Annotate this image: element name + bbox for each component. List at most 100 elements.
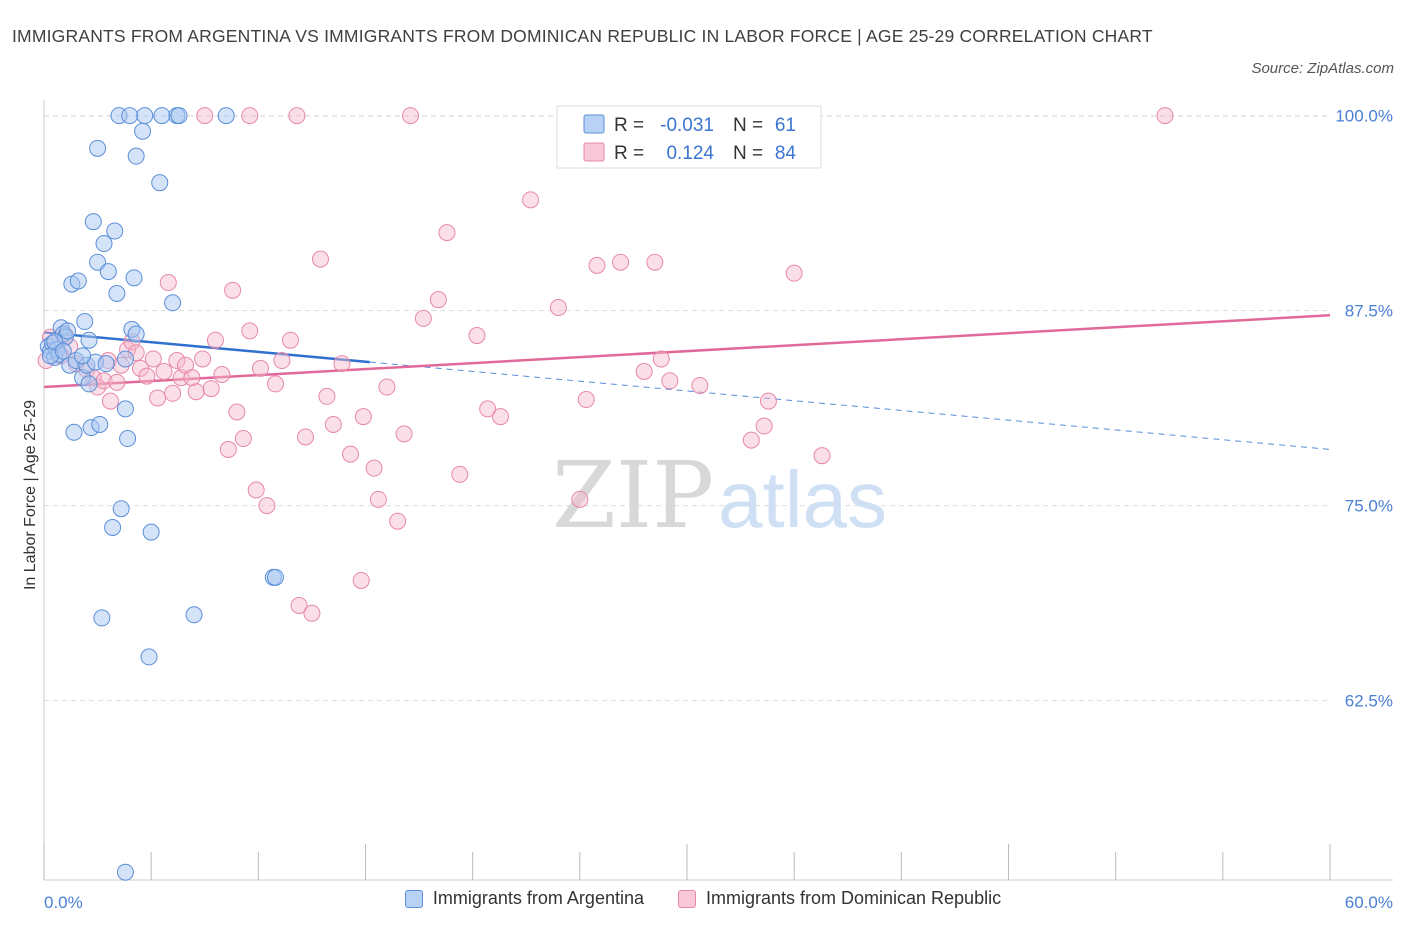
stat-r-label-dominican: R = xyxy=(614,143,644,164)
point-dominican xyxy=(468,327,486,345)
point-dominican xyxy=(352,571,370,589)
point-dominican xyxy=(661,372,679,390)
trend-lines xyxy=(43,314,1331,450)
point-argentina xyxy=(116,350,134,368)
watermark-zip: ZIP xyxy=(552,442,714,549)
point-argentina xyxy=(116,400,134,418)
point-dominican xyxy=(258,497,276,515)
axes xyxy=(43,100,1393,881)
legend-swatch-dominican xyxy=(583,142,605,162)
point-dominican xyxy=(402,107,420,125)
point-dominican xyxy=(414,309,432,327)
bottom-legend-swatch-dominican xyxy=(677,889,696,908)
point-dominican xyxy=(213,366,231,384)
point-argentina xyxy=(127,147,145,165)
stat-n-value-dominican: 84 xyxy=(775,143,797,164)
point-dominican xyxy=(389,512,407,530)
point-argentina xyxy=(80,375,98,393)
y-tick-label: 75.0% xyxy=(1345,497,1393,516)
point-dominican xyxy=(1156,107,1174,125)
point-dominican xyxy=(168,352,186,370)
point-dominican xyxy=(273,352,291,370)
point-argentina xyxy=(116,863,134,881)
point-dominican xyxy=(206,331,224,349)
point-argentina xyxy=(170,107,188,125)
point-dominican xyxy=(378,378,396,396)
point-dominican xyxy=(612,253,630,271)
bottom-legend-label-argentina: Immigrants from Argentina xyxy=(432,888,644,908)
point-argentina xyxy=(89,139,107,157)
trend-dominican xyxy=(43,314,1331,389)
point-argentina xyxy=(59,322,77,340)
watermark: ZIP atlas xyxy=(552,442,887,549)
point-dominican xyxy=(755,417,773,435)
point-dominican xyxy=(318,387,336,405)
point-argentina xyxy=(91,415,109,433)
point-dominican xyxy=(395,425,413,443)
point-dominican xyxy=(813,447,831,465)
point-dominican xyxy=(451,465,469,483)
point-argentina xyxy=(80,331,98,349)
trend-argentina-extension xyxy=(369,361,1331,450)
point-argentina xyxy=(89,253,107,271)
point-argentina xyxy=(140,648,158,666)
point-dominican xyxy=(288,107,306,125)
point-dominican xyxy=(549,298,567,316)
point-argentina xyxy=(134,122,152,140)
point-dominican xyxy=(149,389,167,407)
y-tick-label: 100.0% xyxy=(1335,107,1393,126)
point-dominican xyxy=(365,459,383,477)
point-argentina xyxy=(106,222,124,240)
point-argentina xyxy=(121,107,139,125)
point-dominican xyxy=(429,291,447,309)
point-dominican xyxy=(281,331,299,349)
point-dominican xyxy=(369,490,387,508)
point-dominican xyxy=(234,430,252,448)
point-dominican xyxy=(187,383,205,401)
y-axis-label: In Labor Force | Age 25-29 xyxy=(22,400,39,590)
legend-swatch-argentina xyxy=(583,114,605,134)
stat-n-label-dominican: N = xyxy=(733,143,763,164)
point-argentina xyxy=(99,263,117,281)
point-dominican xyxy=(646,253,664,271)
point-dominican xyxy=(101,392,119,410)
point-argentina xyxy=(127,325,145,343)
point-argentina xyxy=(76,313,94,331)
point-dominican xyxy=(296,428,314,446)
point-dominican xyxy=(333,355,351,373)
point-dominican xyxy=(219,440,237,458)
point-argentina xyxy=(217,107,235,125)
point-argentina xyxy=(112,500,130,518)
chart-title: IMMIGRANTS FROM ARGENTINA VS IMMIGRANTS … xyxy=(12,26,1153,46)
point-dominican xyxy=(577,391,595,409)
point-argentina xyxy=(136,107,154,125)
point-dominican xyxy=(479,400,497,418)
point-dominican xyxy=(247,481,265,499)
point-argentina xyxy=(142,523,160,541)
point-dominican xyxy=(164,384,182,402)
point-dominican xyxy=(266,375,284,393)
point-dominican xyxy=(241,107,259,125)
point-argentina xyxy=(185,606,203,624)
point-dominican xyxy=(251,359,269,377)
trend-argentina xyxy=(43,331,370,364)
point-dominican xyxy=(691,376,709,394)
y-tick-label: 87.5% xyxy=(1345,302,1393,321)
point-dominican xyxy=(635,362,653,380)
point-dominican xyxy=(196,107,214,125)
point-argentina xyxy=(97,355,115,373)
bottom-legend-dominican: Immigrants from Dominican Republic xyxy=(677,888,1002,909)
point-argentina xyxy=(95,235,113,253)
point-dominican xyxy=(522,191,540,209)
point-dominican xyxy=(492,408,510,426)
point-argentina xyxy=(151,174,169,192)
point-dominican xyxy=(341,445,359,463)
bottom-legend-label-dominican: Immigrants from Dominican Republic xyxy=(705,888,1002,908)
point-dominican xyxy=(588,256,606,274)
point-dominican xyxy=(144,350,162,368)
point-dominican xyxy=(354,408,372,426)
point-argentina xyxy=(125,269,143,287)
bottom-legend: Immigrants from Argentina Immigrants fro… xyxy=(0,888,1406,909)
point-dominican xyxy=(159,274,177,292)
